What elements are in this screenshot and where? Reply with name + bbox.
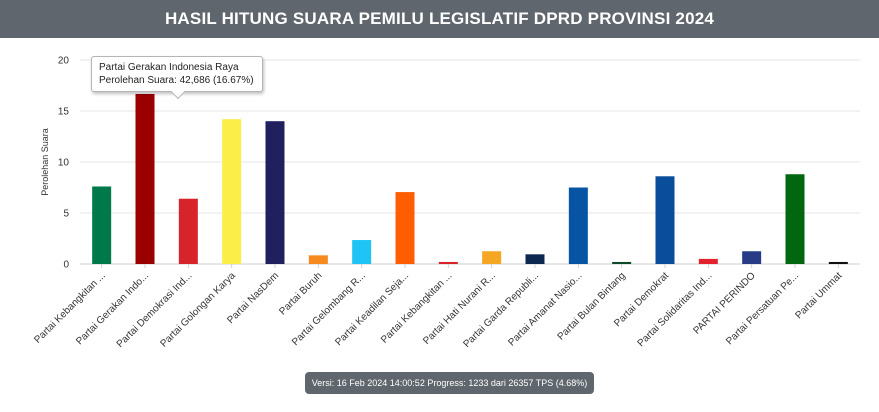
bar[interactable]: [482, 251, 502, 264]
x-tick-label: Partai Hati Nurani R...: [421, 270, 498, 347]
bar-chart: 0 5 10 15 20 Perolehan Suara Partai Kebangkita…: [32, 56, 860, 350]
x-tick-label: Partai Garda Republi...: [461, 270, 541, 350]
bar[interactable]: [785, 174, 805, 264]
x-tick-label: Partai Kebangkitan ...: [379, 270, 454, 345]
bar[interactable]: [438, 261, 458, 264]
x-tick-label: Partai Kebangkitan ...: [32, 270, 107, 345]
version-text: Versi: 16 Feb 2024 14:00:52 Progress: 12…: [311, 378, 588, 388]
bar[interactable]: [525, 254, 545, 264]
chart-tooltip: Partai Gerakan Indonesia Raya Perolehan …: [91, 56, 263, 100]
bar[interactable]: [395, 192, 415, 264]
x-tick-label: Partai Golongan Karya: [158, 270, 238, 350]
bar[interactable]: [92, 186, 112, 264]
bar[interactable]: [742, 251, 762, 264]
bar[interactable]: [655, 176, 675, 264]
x-tick-label: Partai Ummat: [793, 270, 844, 321]
bar[interactable]: [568, 187, 588, 265]
x-tick-label: Partai Gerakan Indo...: [74, 270, 151, 347]
x-tick-label: Partai Demokrasi Ind...: [115, 270, 195, 350]
bar[interactable]: [352, 240, 372, 264]
x-tick-label: Partai Solidaritas Ind...: [636, 270, 715, 349]
y-tick-label: 5: [63, 209, 69, 220]
x-tick-label: Partai Gelombang R...: [290, 270, 368, 348]
y-tick-label: 20: [58, 56, 70, 67]
bar[interactable]: [308, 255, 328, 264]
y-tick-label: 0: [63, 260, 69, 271]
version-badge: Versi: 16 Feb 2024 14:00:52 Progress: 12…: [305, 372, 594, 394]
x-tick-label: Partai Amanat Nasio...: [506, 270, 584, 348]
tooltip-party: Partai Gerakan Indonesia Raya: [99, 62, 239, 73]
page-title: HASIL HITUNG SUARA PEMILU LEGISLATIF DPR…: [164, 9, 715, 28]
y-tick-label: 15: [58, 107, 70, 118]
y-axis-label: Perolehan Suara: [40, 128, 50, 196]
x-tick-label: Partai Persatuan Pe...: [724, 270, 801, 347]
bar[interactable]: [178, 198, 198, 264]
tooltip-detail: Perolehan Suara: 42,686 (16.67%): [99, 75, 254, 86]
bar[interactable]: [265, 121, 285, 264]
x-tick-label: Partai Buruh: [277, 270, 324, 317]
bar[interactable]: [612, 261, 632, 264]
y-tick-label: 10: [58, 158, 70, 169]
bar[interactable]: [828, 261, 848, 264]
bar[interactable]: [135, 93, 155, 264]
bar[interactable]: [222, 119, 242, 264]
x-tick-label: Partai Keadilan Seja...: [333, 270, 411, 348]
bar[interactable]: [698, 258, 718, 264]
header-bar: HASIL HITUNG SUARA PEMILU LEGISLATIF DPR…: [0, 0, 879, 38]
